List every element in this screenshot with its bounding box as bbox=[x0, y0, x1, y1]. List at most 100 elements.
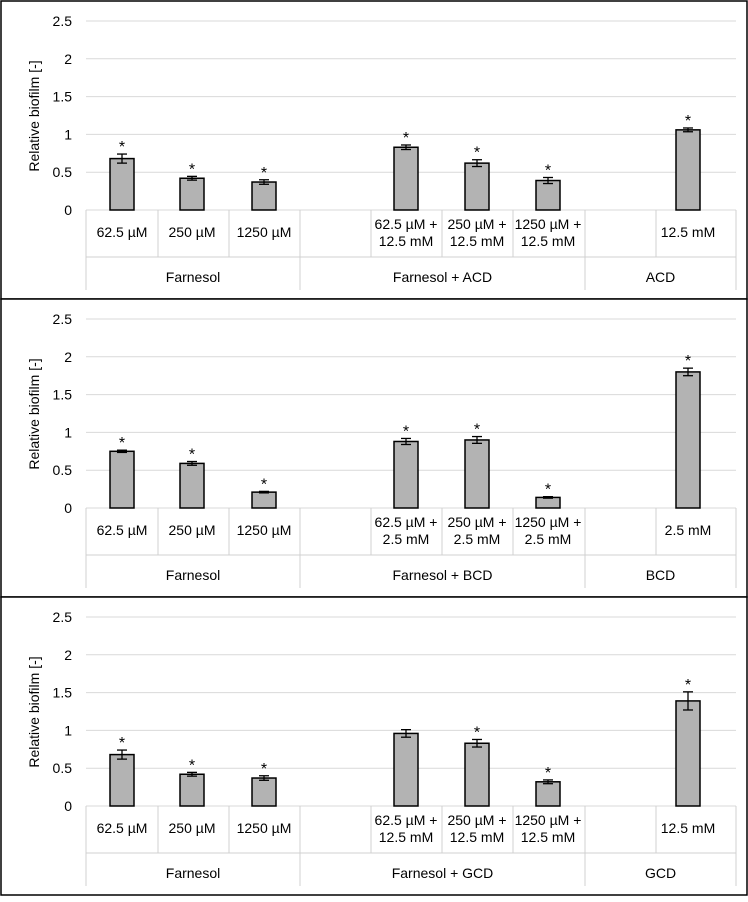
category-label: 250 µM + bbox=[447, 514, 506, 530]
category-label: 12.5 mM bbox=[521, 829, 575, 845]
group-label: Farnesol bbox=[166, 567, 220, 583]
chart-panel-1: 0 0.5 1 1.5 2 2.5 Relative biofilm [-] * 62.5 µM… bbox=[0, 0, 748, 300]
y-tick-label: 1.5 bbox=[53, 685, 73, 701]
category-label: 1250 µM bbox=[237, 522, 292, 538]
y-tick-label: 2.5 bbox=[53, 311, 73, 327]
category-label: 62.5 µM + bbox=[375, 812, 438, 828]
bar bbox=[251, 181, 277, 211]
category-label: 62.5 µM + bbox=[375, 514, 438, 530]
significance-star: * bbox=[474, 422, 480, 439]
bar bbox=[675, 129, 701, 211]
significance-star: * bbox=[261, 165, 267, 182]
y-tick-label: 0 bbox=[64, 798, 72, 814]
category-label: 1250 µM + bbox=[515, 216, 582, 232]
group-label: Farnesol bbox=[166, 269, 220, 285]
bar bbox=[464, 439, 490, 509]
bar bbox=[109, 450, 135, 509]
category-label: 12.5 mM bbox=[661, 224, 715, 240]
panel-frame bbox=[0, 596, 748, 896]
y-tick-label: 0 bbox=[64, 500, 72, 516]
significance-star: * bbox=[261, 761, 267, 778]
bar bbox=[393, 146, 419, 211]
significance-star: * bbox=[474, 724, 480, 741]
chart-panel-3: 0 0.5 1 1.5 2 2.5 Relative biofilm [-] * 62.5 µM… bbox=[0, 596, 748, 896]
bar bbox=[393, 732, 419, 807]
category-label: 2.5 mM bbox=[525, 531, 572, 547]
bar bbox=[393, 440, 419, 509]
y-axis-label: Relative biofilm [-] bbox=[26, 358, 42, 469]
category-label: 62.5 µM bbox=[97, 820, 148, 836]
bar bbox=[464, 162, 490, 211]
category-label: 1250 µM bbox=[237, 820, 292, 836]
bar bbox=[109, 753, 135, 807]
significance-star: * bbox=[119, 435, 125, 452]
significance-star: * bbox=[119, 139, 125, 156]
y-tick-label: 1 bbox=[64, 722, 72, 738]
group-label: Farnesol + GCD bbox=[392, 865, 494, 881]
category-label: 12.5 mM bbox=[450, 233, 504, 249]
category-label: 12.5 mM bbox=[450, 829, 504, 845]
significance-star: * bbox=[403, 423, 409, 440]
significance-star: * bbox=[189, 447, 195, 464]
category-label: 12.5 mM bbox=[661, 820, 715, 836]
bar bbox=[675, 700, 701, 807]
bar bbox=[109, 157, 135, 211]
category-label: 1250 µM + bbox=[515, 514, 582, 530]
significance-star: * bbox=[119, 735, 125, 752]
y-tick-label: 2.5 bbox=[53, 13, 73, 29]
bar bbox=[535, 496, 561, 509]
category-label: 62.5 µM + bbox=[375, 216, 438, 232]
group-label: Farnesol bbox=[166, 865, 220, 881]
category-label: 250 µM bbox=[169, 820, 216, 836]
bar bbox=[179, 773, 205, 807]
bar bbox=[251, 777, 277, 807]
group-label: BCD bbox=[646, 567, 676, 583]
y-tick-label: 1 bbox=[64, 424, 72, 440]
significance-star: * bbox=[189, 161, 195, 178]
y-tick-label: 0 bbox=[64, 202, 72, 218]
y-tick-label: 2 bbox=[64, 349, 72, 365]
category-label: 2.5 mM bbox=[383, 531, 430, 547]
y-axis-label: Relative biofilm [-] bbox=[26, 656, 42, 767]
y-axis-label: Relative biofilm [-] bbox=[26, 60, 42, 171]
category-label: 1250 µM bbox=[237, 224, 292, 240]
y-tick-label: 0.5 bbox=[53, 164, 73, 180]
category-label: 250 µM bbox=[169, 224, 216, 240]
significance-star: * bbox=[685, 677, 691, 694]
bar bbox=[464, 742, 490, 807]
category-label: 2.5 mM bbox=[454, 531, 501, 547]
y-tick-label: 0.5 bbox=[53, 760, 73, 776]
y-tick-label: 2 bbox=[64, 51, 72, 67]
y-tick-label: 1 bbox=[64, 126, 72, 142]
significance-star: * bbox=[685, 113, 691, 130]
category-label: 250 µM bbox=[169, 522, 216, 538]
category-label: 62.5 µM bbox=[97, 522, 148, 538]
y-tick-label: 1.5 bbox=[53, 387, 73, 403]
chart-panel-2: 0 0.5 1 1.5 2 2.5 Relative biofilm [-] * 62.5 µM… bbox=[0, 298, 748, 598]
group-label: Farnesol + ACD bbox=[393, 269, 492, 285]
category-label: 1250 µM + bbox=[515, 812, 582, 828]
panel-frame bbox=[0, 0, 748, 300]
category-label: 12.5 mM bbox=[521, 233, 575, 249]
significance-star: * bbox=[261, 476, 267, 493]
category-label: 12.5 mM bbox=[379, 233, 433, 249]
significance-star: * bbox=[189, 757, 195, 774]
bar bbox=[251, 491, 277, 509]
y-tick-label: 2.5 bbox=[53, 609, 73, 625]
group-label: GCD bbox=[645, 865, 676, 881]
panel-frame bbox=[0, 298, 748, 598]
y-tick-label: 2 bbox=[64, 647, 72, 663]
category-label: 250 µM + bbox=[447, 812, 506, 828]
y-tick-label: 1.5 bbox=[53, 89, 73, 105]
category-label: 62.5 µM bbox=[97, 224, 148, 240]
significance-star: * bbox=[545, 765, 551, 782]
category-label: 12.5 mM bbox=[379, 829, 433, 845]
significance-star: * bbox=[685, 353, 691, 370]
bar bbox=[535, 179, 561, 211]
significance-star: * bbox=[403, 130, 409, 147]
bar bbox=[179, 462, 205, 509]
bar bbox=[675, 371, 701, 509]
significance-star: * bbox=[474, 145, 480, 162]
